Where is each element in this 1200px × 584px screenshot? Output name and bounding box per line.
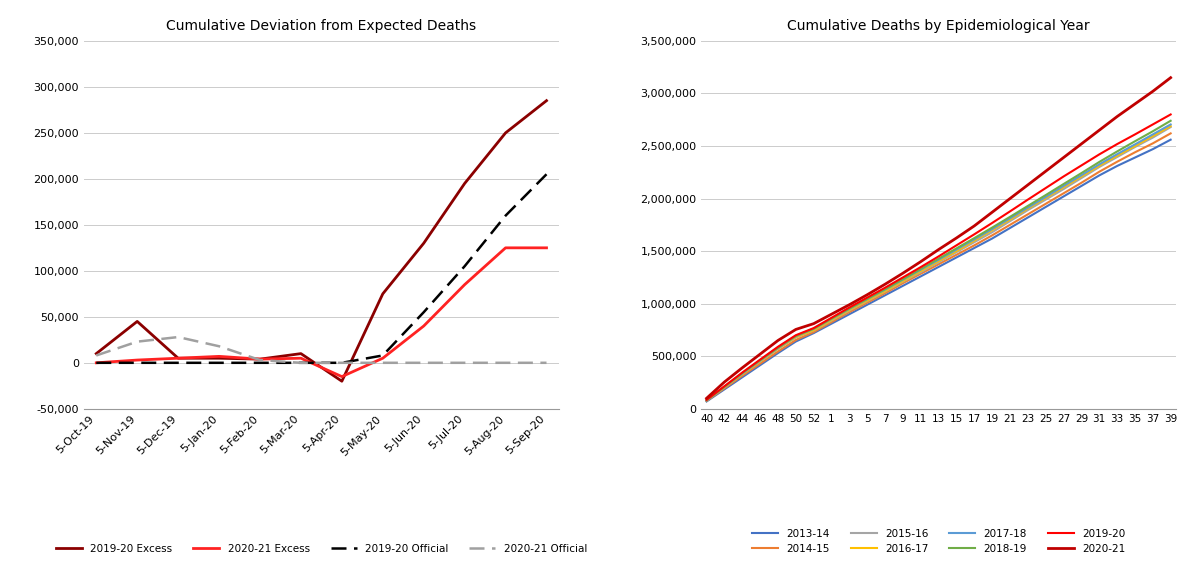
Title: Cumulative Deviation from Expected Deaths: Cumulative Deviation from Expected Death… — [167, 19, 476, 33]
Legend: 2013-14, 2014-15, 2015-16, 2016-17, 2017-18, 2018-19, 2019-20, 2020-21: 2013-14, 2014-15, 2015-16, 2016-17, 2017… — [748, 524, 1129, 558]
Title: Cumulative Deaths by Epidemiological Year: Cumulative Deaths by Epidemiological Yea… — [787, 19, 1090, 33]
Legend: 2019-20 Excess, 2020-21 Excess, 2019-20 Official, 2020-21 Official: 2019-20 Excess, 2020-21 Excess, 2019-20 … — [52, 540, 592, 558]
